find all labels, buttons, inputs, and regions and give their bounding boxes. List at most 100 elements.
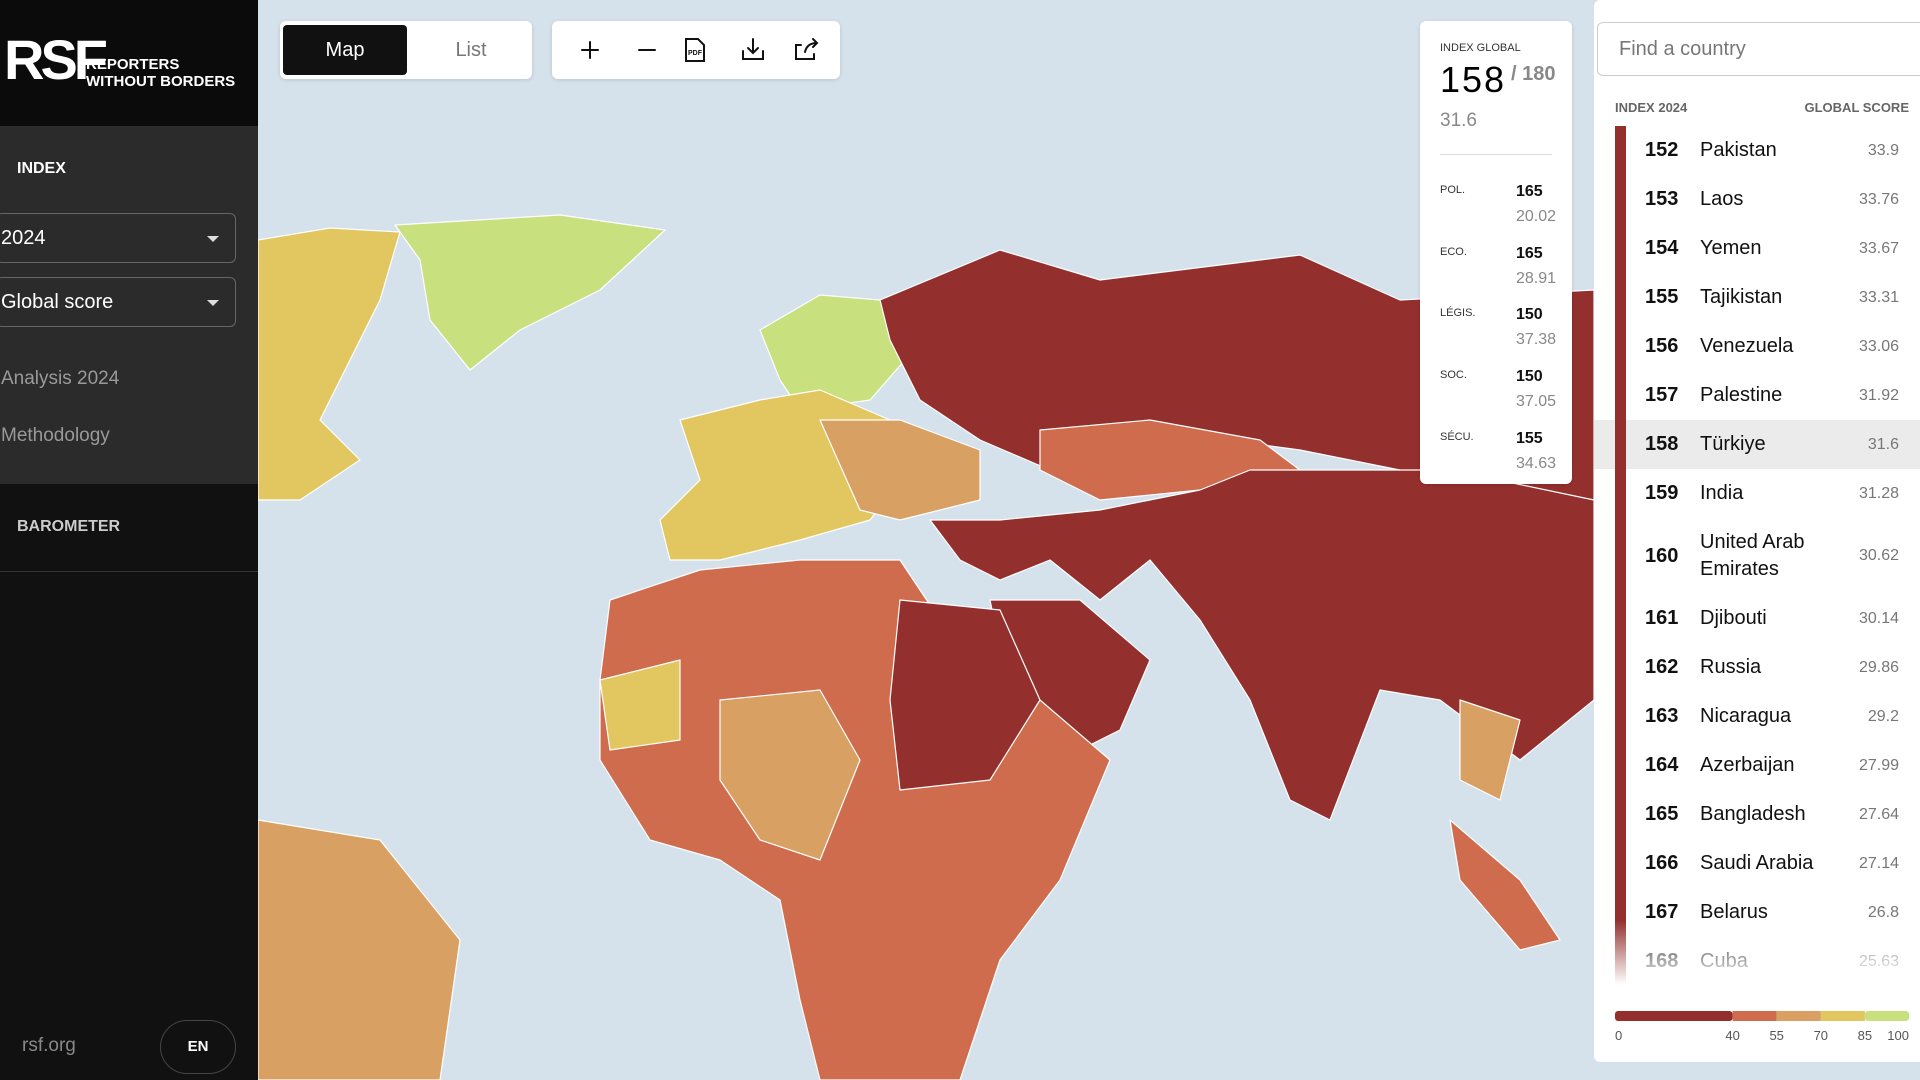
rank: 154 [1645, 237, 1679, 259]
pdf-icon-text: PDF [688, 50, 703, 57]
score: 27.99 [1858, 756, 1899, 774]
score-select[interactable]: Global score [0, 277, 236, 327]
rank: 155 [1645, 286, 1679, 308]
score-color-bar [1615, 273, 1626, 322]
country: Laos [1700, 188, 1744, 210]
legend-tick-label: 85 [1858, 1028, 1872, 1043]
country: Türkiye [1700, 433, 1766, 455]
country: India [1700, 482, 1744, 504]
indicator-rank: 155 [1516, 429, 1543, 447]
ranking-row[interactable]: 167 Belarus 26.8 [1594, 888, 1920, 937]
score-color-bar [1615, 371, 1626, 420]
country: Bangladesh [1700, 803, 1806, 825]
score-color-bar [1615, 888, 1626, 937]
rank: 167 [1645, 901, 1679, 923]
score: 30.62 [1858, 547, 1899, 564]
ranking-row[interactable]: 152 Pakistan 33.9 [1594, 126, 1920, 175]
legend-segment [1820, 1011, 1865, 1021]
legend-segment [1864, 1011, 1909, 1021]
column-header: INDEX 2024 [1615, 100, 1688, 115]
list-fade [1594, 920, 1920, 996]
ranking-row[interactable]: 159 India 31.28 [1594, 469, 1920, 518]
rank: 161 [1645, 607, 1679, 629]
pdf-export[interactable]: PDF [685, 38, 705, 62]
score: 31.28 [1858, 484, 1899, 502]
nav-link[interactable]: Methodology [1, 425, 110, 446]
score: 29.2 [1867, 707, 1899, 725]
score: 33.9 [1867, 141, 1899, 159]
indicator-score: 37.38 [1516, 331, 1557, 349]
score: 30.14 [1858, 609, 1899, 627]
column-header: GLOBAL SCORE [1804, 100, 1910, 115]
divider [0, 571, 258, 572]
ranking-row[interactable]: 160 United Arab Emirates 30.62 [1594, 518, 1920, 594]
index-label[interactable]: INDEX [17, 160, 66, 177]
country: Palestine [1700, 384, 1783, 406]
score: 31.6 [1867, 435, 1899, 453]
legend-tick-label: 70 [1814, 1028, 1828, 1043]
ranking-row[interactable]: 161 Djibouti 30.14 [1594, 594, 1920, 643]
score: 29.86 [1858, 658, 1899, 676]
rank: 157 [1645, 384, 1679, 406]
nav-link[interactable]: Analysis 2024 [1, 368, 120, 389]
search-box[interactable]: Find a country [1597, 22, 1920, 76]
rank: 164 [1645, 754, 1679, 776]
ranking-row[interactable]: 164 Azerbaijan 27.99 [1594, 741, 1920, 790]
score-color-bar [1615, 518, 1626, 594]
score: 33.06 [1858, 337, 1899, 355]
ranking-row[interactable]: 156 Venezuela 33.06 [1594, 322, 1920, 371]
download[interactable] [742, 38, 764, 60]
site-link[interactable]: rsf.org [22, 1035, 76, 1056]
ranking-row[interactable]: 166 Saudi Arabia 27.14 [1594, 839, 1920, 888]
indicator-label: ECO. [1440, 245, 1467, 258]
share[interactable] [795, 38, 819, 60]
country: Djibouti [1700, 607, 1767, 629]
score-color-bar [1615, 469, 1626, 518]
ranking-row[interactable]: 165 Bangladesh 27.64 [1594, 790, 1920, 839]
ranking-row[interactable]: 154 Yemen 33.67 [1594, 224, 1920, 273]
score-color-bar [1615, 126, 1626, 175]
ranking-row[interactable]: 153 Laos 33.76 [1594, 175, 1920, 224]
country: Azerbaijan [1700, 754, 1795, 776]
ranking-row[interactable]: 155 Tajikistan 33.31 [1594, 273, 1920, 322]
country: United Arab Emirates [1700, 531, 1805, 580]
rank: 156 [1645, 335, 1679, 357]
ranking-row[interactable]: 162 Russia 29.86 [1594, 643, 1920, 692]
indicator-label: POL. [1440, 184, 1466, 196]
score: 27.14 [1858, 854, 1899, 872]
score-color-bar [1615, 790, 1626, 839]
score: 33.67 [1858, 239, 1899, 257]
search-placeholder: Find a country [1619, 38, 1746, 60]
logo[interactable]: RSF REPORTERS WITHOUT BORDERS [0, 0, 258, 126]
tool-icons: PDF [581, 38, 819, 62]
rank: 158 [1645, 433, 1679, 455]
country: Venezuela [1700, 335, 1794, 357]
ranking-row[interactable]: 163 Nicaragua 29.2 [1594, 692, 1920, 741]
legend-tick-label: 55 [1769, 1028, 1783, 1043]
score-color-bar [1615, 420, 1626, 469]
rank: 152 [1645, 139, 1679, 161]
year-select[interactable]: 2024 [0, 213, 236, 263]
detail-score: 31.6 [1440, 110, 1477, 131]
ranking-row[interactable]: 157 Palestine 31.92 [1594, 371, 1920, 420]
zoom-in[interactable] [581, 41, 599, 59]
language-button[interactable]: EN [160, 1020, 236, 1074]
detail-rank: 158 [1440, 59, 1507, 100]
score-color-bar [1615, 322, 1626, 371]
score-color-bar [1615, 175, 1626, 224]
score-color-bar [1615, 839, 1626, 888]
logo-line: REPORTERS [86, 56, 180, 73]
indicator-rank: 150 [1516, 368, 1543, 386]
barometer-link[interactable]: BAROMETER [17, 518, 121, 535]
tab-map[interactable]: Map [283, 25, 407, 75]
ranking-row[interactable]: 158 Türkiye 31.6 [1594, 420, 1920, 469]
indicator-label: SOC. [1440, 369, 1467, 382]
tab-list[interactable]: List [455, 39, 487, 61]
indicator-rank: 165 [1516, 183, 1543, 200]
country: Yemen [1700, 237, 1762, 259]
indicator-label: LÉGIS. [1440, 307, 1476, 320]
score-color-bar [1615, 741, 1626, 790]
country: Russia [1700, 656, 1762, 678]
rank: 153 [1645, 188, 1679, 210]
